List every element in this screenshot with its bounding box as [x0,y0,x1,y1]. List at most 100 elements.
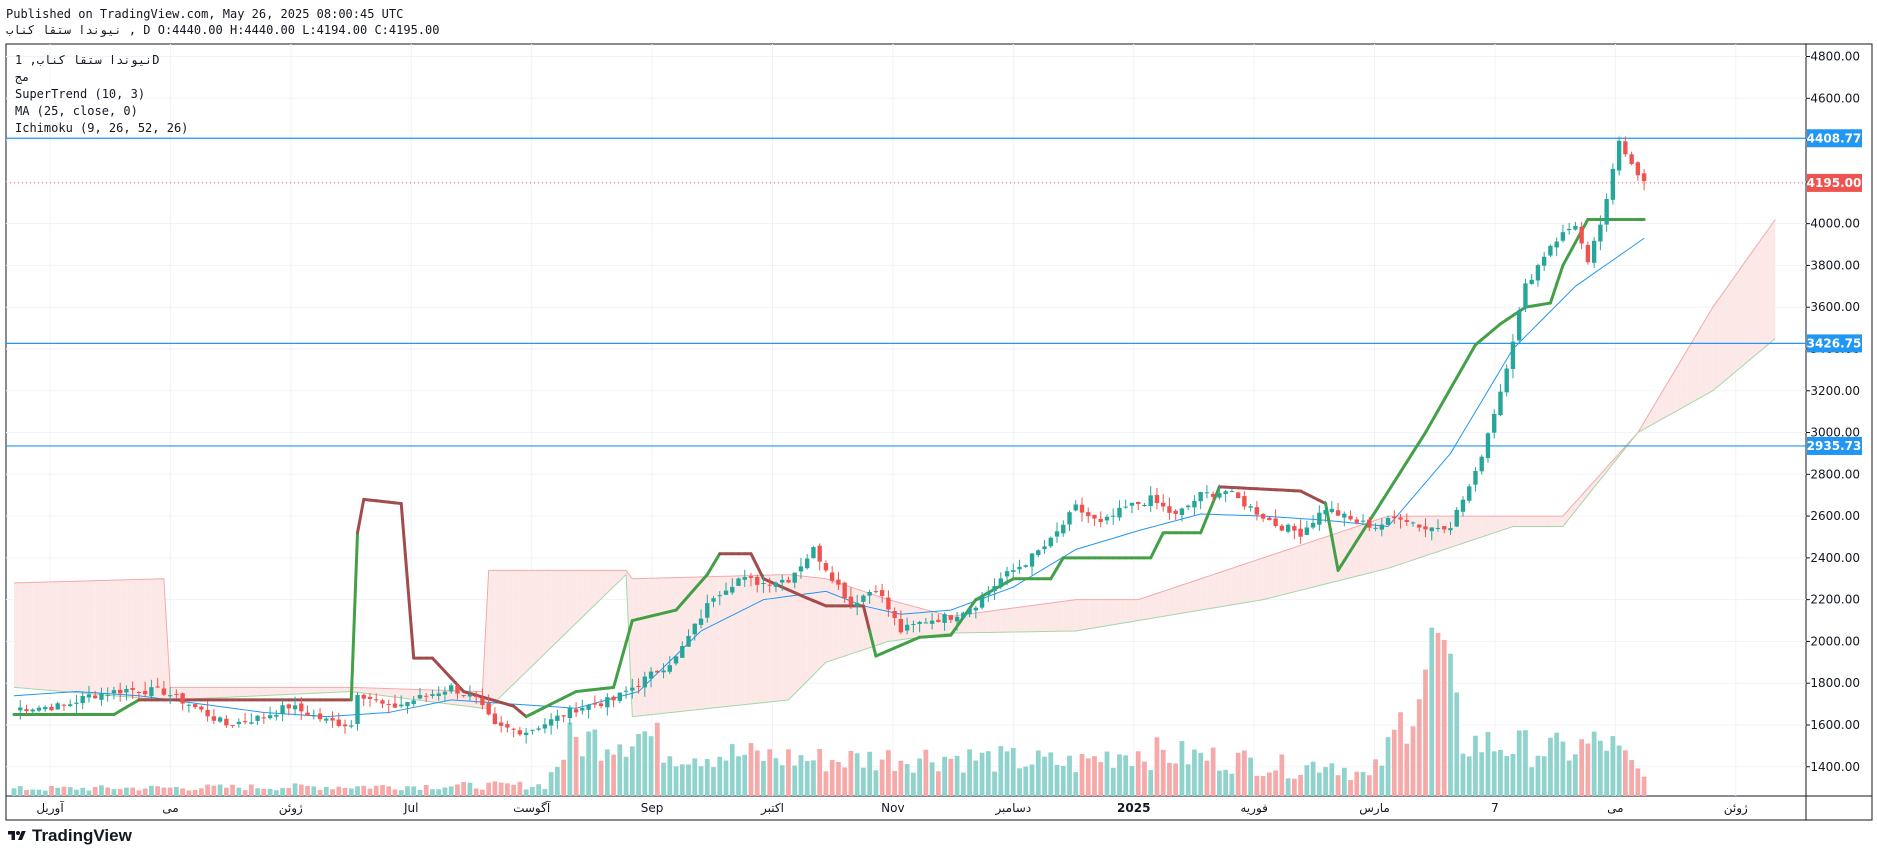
candle-body [442,691,448,695]
volume-bar [673,766,679,796]
legend-ichimoku[interactable]: Ichimoku (9, 26, 52, 26) [15,121,189,135]
cloud-segment [501,570,508,697]
volume-bar [248,784,254,796]
cloud-segment [682,577,689,712]
candle-body [1379,524,1384,530]
candle-body [1367,519,1372,528]
volume-bar [130,787,136,796]
legend-symbol[interactable]: نیوندا ستقا کناب, 1D [15,53,160,67]
volume-bar [1604,750,1610,796]
supertrend-segment [1448,376,1459,391]
candle-body [986,591,991,595]
candle-body [161,688,167,695]
cloud-segment [1369,520,1376,574]
candle-body [324,718,329,721]
volume-bar [442,787,448,796]
volume-bar [873,770,879,796]
volume-bar [61,786,67,796]
cloud-segment [1057,601,1064,632]
supertrend-segment [437,663,447,674]
supertrend-segment [1442,387,1452,402]
candle-body [1167,506,1172,513]
candle-body [711,598,716,602]
volume-bar [423,785,429,796]
volume-bar [804,760,810,796]
cloud-segment [832,580,839,661]
candle-body [1004,571,1010,577]
candle-body [1410,522,1416,524]
candle-body [249,722,254,724]
cloud-segment [569,570,577,630]
cloud-segment [88,580,96,695]
x-tick-label: فوریه [1240,801,1268,816]
cloud-segment [376,688,383,696]
cloud-segment [1375,518,1382,572]
volume-bar [1173,763,1179,796]
candle-body [898,618,904,633]
cloud-segment [913,606,920,639]
supertrend-segment [680,594,691,605]
candle-body [255,715,260,721]
legend-supertrend[interactable]: SuperTrend (10, 3) [15,87,146,101]
candle-body [842,582,847,599]
candle-body [399,704,404,707]
cloud-segment [413,689,420,701]
supertrend-segment [687,587,697,598]
legend-ma[interactable]: MA (25, close, 0) [15,104,138,118]
supertrend-segment [1548,282,1559,305]
cloud-segment [594,570,602,605]
volume-bar [136,790,142,796]
tradingview-brand[interactable]: TradingView [6,826,132,846]
candle-body [923,622,929,624]
cloud-segment [1481,516,1488,537]
supertrend-segment [399,502,409,583]
candle-body [780,579,785,583]
candle-body [573,709,579,713]
volume-bar [929,762,935,796]
cloud-segment [982,611,989,633]
volume-bar [186,790,192,796]
volume-bar [1217,770,1222,796]
volume-bars [11,627,1647,796]
y-tick-label: 3200.00 [1810,384,1860,398]
volume-bar [1354,771,1360,796]
candle-body [761,582,766,584]
cloud-segment [657,577,664,714]
volume-bar [80,787,86,796]
candle-body [811,547,816,559]
volume-bar [117,789,123,796]
cloud-segment [1687,338,1695,405]
cloud-segment [1032,604,1039,632]
candle-body [24,709,29,711]
volume-bar [448,786,454,796]
candle-body [492,713,498,725]
volume-bar [111,789,117,796]
y-tick-label: 2200.00 [1810,593,1860,607]
candle-body [667,665,672,672]
cloud-segment [1213,572,1220,608]
candle-body [99,693,104,700]
supertrend-segment [1567,240,1577,256]
volume-bar [1160,749,1166,796]
candle-body [1641,173,1647,182]
volume-bar [1042,756,1047,796]
volume-bar [942,756,947,796]
candle-body [611,696,616,701]
candle-body [261,717,267,719]
candle-body [1473,470,1478,485]
volume-bar [1098,762,1104,796]
volume-bar [17,786,23,796]
candle-body [1248,506,1253,508]
candle-body [680,646,685,658]
candle-body [1210,493,1216,497]
candle-body [336,719,341,726]
cloud-segment [188,687,196,700]
supertrend-segment [705,562,716,577]
publish-header: Published on TradingView.com, May 26, 20… [6,6,439,38]
cloud-segment [26,582,33,689]
cloud-segment [1444,516,1451,550]
supertrend-segment [1330,535,1340,572]
candle-body [355,694,360,724]
cloud-segment [1500,516,1507,531]
